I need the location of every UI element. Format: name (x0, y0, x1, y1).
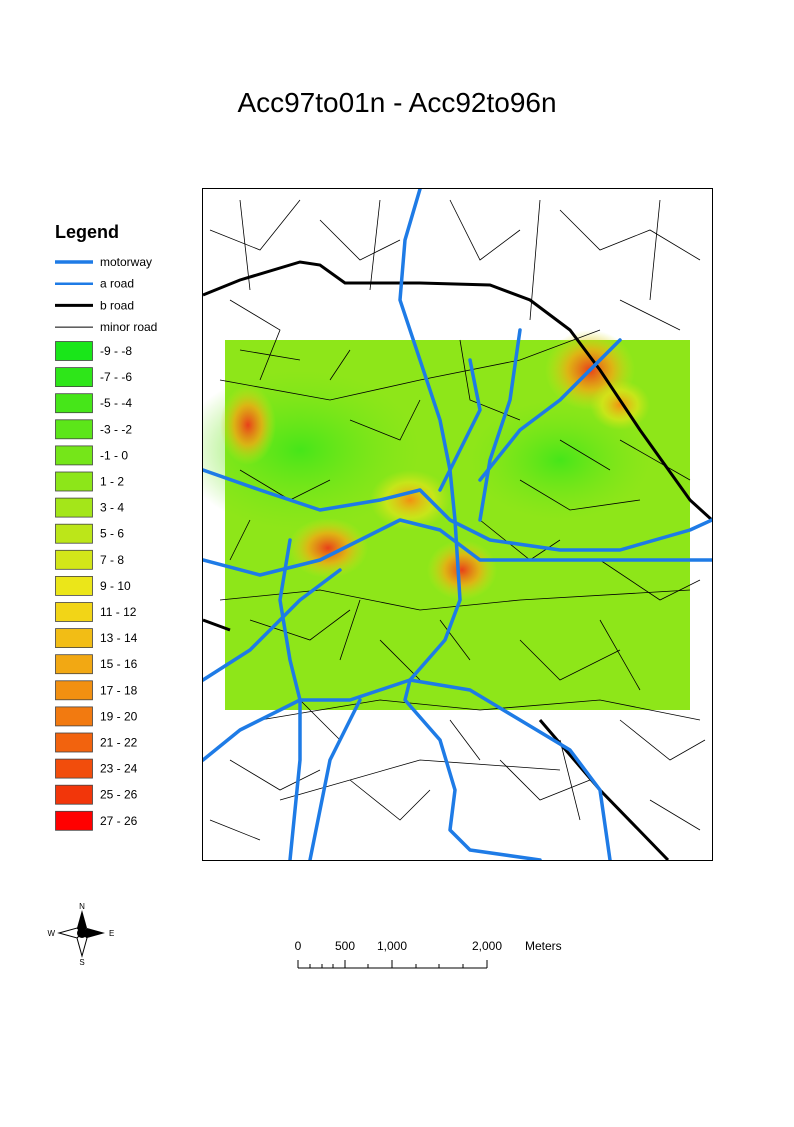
legend-class-label: 27 - 26 (100, 814, 138, 828)
legend-swatch (55, 549, 93, 570)
legend-title: Legend (55, 222, 119, 242)
legend-swatch (55, 523, 93, 544)
legend-swatch (55, 419, 93, 440)
compass-s: S (79, 958, 84, 967)
legend-class-label: -3 - -2 (100, 422, 132, 436)
map-title: Acc97to01n - Acc92to96n (237, 87, 556, 118)
hotspot (220, 385, 276, 465)
legend-class-label: 11 - 12 (100, 605, 137, 619)
legend-class-label: 19 - 20 (100, 709, 138, 723)
legend-swatch (55, 341, 93, 361)
legend-class-label: 13 - 14 (100, 631, 138, 645)
scale-label: 2,000 (472, 939, 502, 953)
legend-class-label: 3 - 4 (100, 501, 124, 515)
legend-swatch (55, 367, 93, 388)
a-roads (203, 189, 712, 860)
scale-label: 500 (335, 939, 355, 953)
legend-road-label: minor road (100, 320, 157, 334)
legend-road-label: b road (100, 298, 134, 312)
legend: motorway a road b road minor road -9 - -8 -7 … (55, 255, 157, 831)
legend-class-label: -7 - -6 (100, 370, 132, 384)
hotspot (288, 518, 368, 578)
legend-swatch (55, 393, 93, 414)
map-frame (202, 188, 713, 861)
map-body (203, 189, 712, 860)
legend-road-label: motorway (100, 255, 152, 269)
compass-e: E (109, 929, 114, 938)
legend-class-label: -5 - -4 (100, 396, 132, 410)
legend-class-label: -9 - -8 (100, 344, 132, 358)
compass-w: W (47, 929, 55, 938)
legend-class-label: 15 - 16 (100, 657, 138, 671)
legend-swatch (55, 497, 93, 518)
legend-swatch (55, 732, 93, 753)
legend-road-label: a road (100, 277, 134, 291)
legend-swatch (55, 576, 93, 596)
legend-swatch (55, 758, 93, 779)
legend-class-label: 5 - 6 (100, 527, 124, 541)
hotspot (370, 470, 450, 530)
legend-swatch (55, 784, 93, 805)
north-arrow: N E S W (47, 902, 114, 967)
minor-roads (209, 199, 706, 841)
compass-n: N (79, 902, 85, 911)
scale-label: 0 (295, 939, 302, 953)
legend-class-label: 21 - 22 (100, 736, 138, 750)
legend-swatch (55, 654, 93, 675)
scale-label: 1,000 (377, 939, 407, 953)
legend-class-label: 23 - 24 (100, 762, 138, 776)
legend-swatch (55, 602, 93, 622)
legend-swatch (55, 471, 93, 492)
scale-unit: Meters (525, 939, 562, 953)
legend-swatch (55, 628, 93, 648)
legend-class-label: 9 - 10 (100, 579, 131, 593)
scale-bar: Meters 0 500 1,000 2,000 (295, 939, 562, 969)
hotspot (427, 540, 497, 600)
legend-class-label: -1 - 0 (100, 448, 128, 462)
legend-swatch (55, 810, 93, 831)
legend-class-label: 7 - 8 (100, 553, 124, 567)
hotspot (590, 380, 650, 430)
surface-low (470, 400, 650, 520)
legend-class-label: 25 - 26 (100, 788, 138, 802)
legend-class-label: 1 - 2 (100, 475, 124, 489)
legend-swatch (55, 445, 93, 466)
legend-swatch (55, 706, 93, 727)
legend-swatch (55, 680, 93, 701)
legend-class-label: 17 - 18 (100, 683, 138, 697)
